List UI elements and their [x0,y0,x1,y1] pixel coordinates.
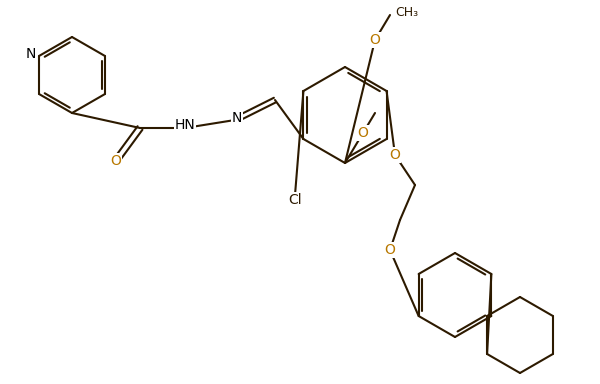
Text: N: N [232,111,242,125]
Text: Cl: Cl [288,193,302,207]
Text: O: O [370,33,380,47]
Text: O: O [358,126,368,140]
Text: CH₃: CH₃ [395,7,418,20]
Text: O: O [110,154,121,168]
Text: O: O [389,148,400,162]
Text: HN: HN [175,118,196,132]
Text: O: O [385,243,395,257]
Text: N: N [26,47,36,61]
